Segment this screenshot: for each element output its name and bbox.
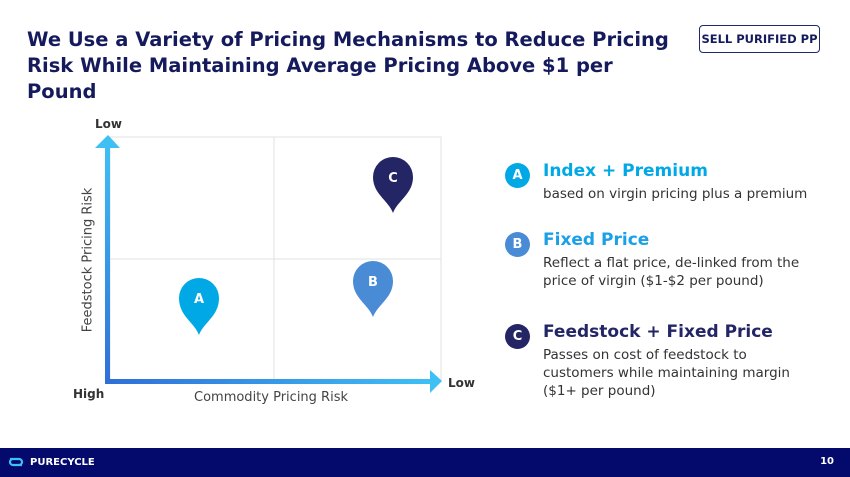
pin-a-label: A [194, 292, 204, 307]
purecycle-logo: PURECYCLE [8, 455, 95, 469]
sell-purified-pp-badge: SELL PURIFIED PP [699, 25, 820, 53]
legend-a-desc: based on virgin pricing plus a premium [543, 186, 808, 202]
legend-c-heading: Feedstock + Fixed Price [543, 322, 773, 342]
purecycle-logo-icon [8, 457, 24, 467]
page-number: 10 [820, 456, 834, 467]
y-axis-arrow [105, 144, 110, 384]
legend-b-circle: B [505, 232, 530, 257]
legend-b-desc: Reflect a flat price, de-linked from the… [543, 255, 800, 289]
footer-bar: PURECYCLE 10 [0, 448, 850, 477]
origin-label: High [73, 387, 105, 401]
x-axis-arrow [105, 379, 435, 384]
pin-c: C [373, 157, 413, 213]
y-axis-top-label: Low [95, 117, 122, 131]
legend-b-heading: Fixed Price [543, 230, 650, 250]
legend-c-circle: C [505, 324, 530, 349]
y-axis-title: Feedstock Pricing Risk [80, 187, 96, 333]
pin-b-label: B [368, 275, 378, 290]
brand-name: PURECYCLE [30, 456, 95, 468]
pin-b: B [353, 261, 393, 317]
x-axis-title: Commodity Pricing Risk [194, 390, 348, 405]
legend-a-circle: A [505, 163, 530, 188]
x-axis-right-label: Low [448, 376, 475, 390]
pin-c-label: C [388, 171, 398, 186]
legend-a-heading: Index + Premium [543, 161, 708, 181]
legend-c-desc: Passes on cost of feedstock to customers… [543, 347, 790, 399]
slide-title: We Use a Variety of Pricing Mechanisms t… [27, 28, 669, 103]
pin-a: A [179, 278, 219, 335]
